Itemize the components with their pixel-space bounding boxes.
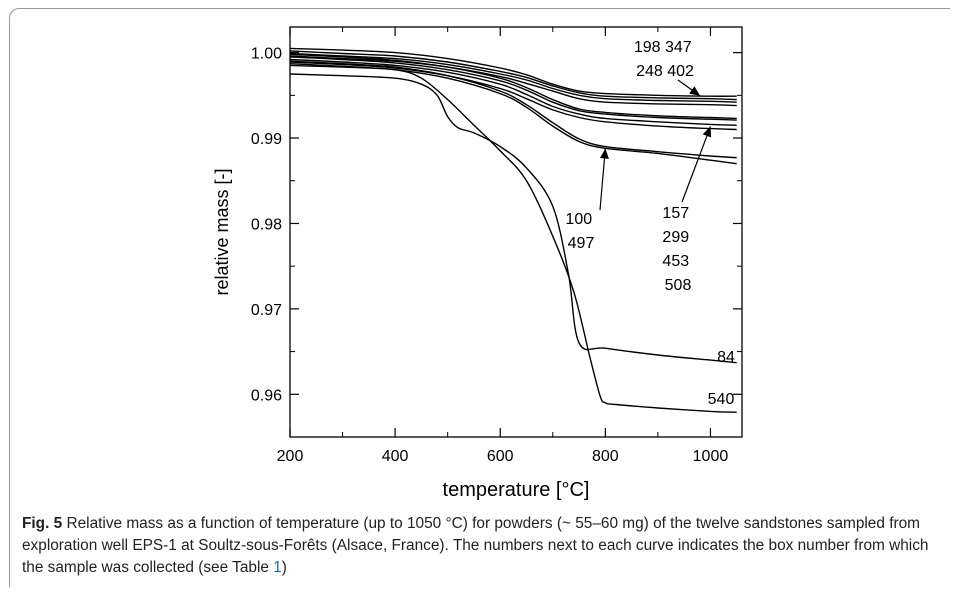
series-line-5: [289, 53, 737, 120]
x-tick-label: 400: [382, 448, 409, 465]
x-tick-label: 600: [487, 448, 514, 465]
y-tick-label: 0.96: [251, 387, 282, 404]
arrow-157-508-line: [681, 126, 712, 203]
annotation-198-248: 198 347 248 402: [634, 39, 696, 80]
caption-text: Relative mass as a function of temperatu…: [22, 515, 929, 576]
y-tick-label: 0.98: [251, 216, 282, 233]
series-line-7: [289, 58, 737, 126]
x-tick-label: 800: [592, 448, 619, 465]
annotation-arrows: [599, 79, 712, 211]
y-tick-label: 0.99: [251, 131, 282, 148]
series-line-8: [289, 61, 737, 131]
y-tick-label: 0.97: [251, 302, 282, 319]
tga-chart: 200 400 600 800 1000 0.96 0.97 0.98 0.99 1.00 tem…: [212, 26, 743, 501]
series-line-6: [289, 56, 737, 121]
x-tick-label: 1000: [693, 448, 729, 465]
annotation-157: 157: [662, 205, 689, 222]
table-reference-link[interactable]: 1: [273, 559, 282, 576]
x-axis-label: temperature [°C]: [443, 479, 590, 501]
annotation-198-347: 198 347: [634, 39, 692, 56]
series-line-11: [289, 73, 737, 364]
annotation-497: 497: [568, 235, 595, 252]
y-tick-label: 1.00: [251, 46, 282, 63]
series-line-9: [289, 60, 737, 159]
x-tick-label: 200: [277, 448, 304, 465]
plot-area: [289, 26, 743, 438]
series-line-1: [289, 47, 737, 97]
curves: [289, 47, 737, 413]
series-line-3: [289, 52, 737, 103]
annotation-84: 84: [717, 349, 735, 366]
series-line-2: [289, 50, 737, 101]
arrow-100-497-head: [599, 148, 609, 159]
figure-frame: [9, 8, 950, 587]
annotation-100-497: 100 497: [565, 211, 596, 252]
annotation-100: 100: [565, 211, 592, 228]
figure-label: Fig. 5: [22, 515, 63, 532]
axis-ticks: 200 400 600 800 1000 0.96 0.97 0.98 0.99 1.00: [251, 27, 742, 465]
annotation-157-508: 157 299 453 508: [662, 205, 693, 294]
annotation-453: 453: [662, 253, 689, 270]
annotation-540: 540: [708, 391, 735, 408]
arrow-157-508-head: [702, 126, 712, 138]
y-axis-label: relative mass [-]: [212, 168, 232, 295]
annotation-299: 299: [662, 229, 689, 246]
series-line-4: [289, 55, 737, 107]
series-line-12: [289, 64, 737, 413]
figure-caption: Fig. 5 Relative mass as a function of te…: [22, 513, 942, 579]
arrow-100-497-line: [599, 148, 606, 211]
arrow-198-248-head: [689, 86, 700, 96]
annotation-508: 508: [665, 277, 692, 294]
caption-text-end: ): [281, 559, 287, 576]
annotation-248-402: 248 402: [636, 63, 694, 80]
